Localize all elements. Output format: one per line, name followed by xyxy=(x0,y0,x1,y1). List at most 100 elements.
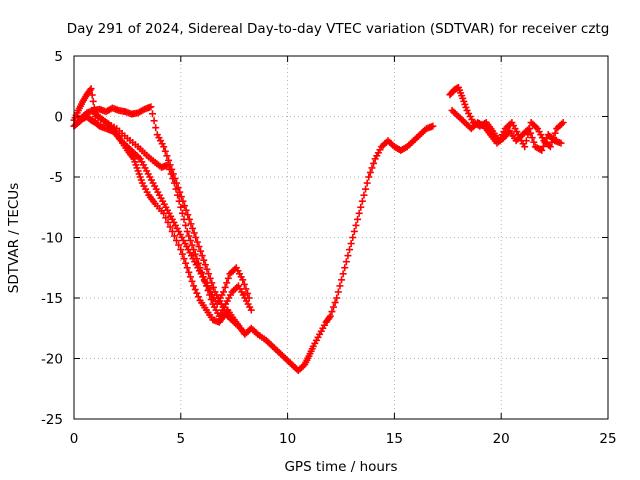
data-point-trace-b xyxy=(88,91,96,99)
x-tick-label: 5 xyxy=(177,431,186,447)
grid-lines xyxy=(74,56,608,419)
data-point-trace-a xyxy=(186,273,194,281)
data-point-trace-a xyxy=(344,252,352,260)
data-point-trace-a xyxy=(177,246,185,254)
data-point-trace-a xyxy=(194,293,202,301)
data-point-trace-a xyxy=(370,159,378,167)
data-point-trace-c xyxy=(197,247,205,255)
data-point-trace-a xyxy=(365,173,373,181)
data-point-trace-d xyxy=(180,215,188,223)
data-point-trace-d xyxy=(196,264,204,272)
x-tick-label: 10 xyxy=(279,431,296,447)
data-point-trace-c xyxy=(177,193,185,201)
data-point-trace-a xyxy=(354,215,362,223)
data-point-trace-b xyxy=(86,86,94,94)
data-point-trace-a xyxy=(182,259,190,267)
data-point-trace-d xyxy=(198,268,206,276)
data-point-trace-f xyxy=(528,134,536,142)
data-point-trace-c xyxy=(148,110,156,118)
data-point-trace-d xyxy=(190,246,198,254)
data-point-trace-a xyxy=(168,227,176,235)
data-point-trace-a xyxy=(352,221,360,229)
data-point-trace-b xyxy=(244,289,252,297)
data-point-trace-d xyxy=(185,232,193,240)
data-point-trace-f xyxy=(538,146,546,154)
data-point-trace-e xyxy=(521,143,529,151)
data-point-trace-d xyxy=(175,197,183,205)
data-point-trace-c xyxy=(193,238,201,246)
x-tick-label: 20 xyxy=(493,431,510,447)
data-point-trace-a xyxy=(185,268,193,276)
data-point-trace-a xyxy=(358,197,366,205)
data-point-trace-d xyxy=(183,227,191,235)
data-point-trace-d xyxy=(188,241,196,249)
data-point-trace-b xyxy=(87,85,95,93)
y-tick-label: -25 xyxy=(41,412,63,428)
data-point-trace-a xyxy=(342,258,350,266)
data-point-trace-b xyxy=(224,274,232,282)
plot-frame xyxy=(73,55,609,420)
data-point-trace-a xyxy=(360,191,368,199)
data-point-trace-a xyxy=(338,276,346,284)
data-point-trace-d xyxy=(191,250,199,258)
data-point-trace-c xyxy=(192,234,200,241)
chart-title: Day 291 of 2024, Sidereal Day-to-day VTE… xyxy=(67,21,610,37)
data-point-trace-a xyxy=(350,227,358,235)
data-point-trace-e xyxy=(546,143,554,151)
data-point-trace-c xyxy=(205,270,213,278)
data-point-trace-c xyxy=(163,152,171,160)
data-point-trace-c xyxy=(209,283,217,291)
x-axis-label: GPS time / hours xyxy=(284,459,397,475)
data-point-trace-a xyxy=(190,282,198,290)
data-point-trace-c xyxy=(200,256,208,264)
data-point-trace-a xyxy=(188,277,196,285)
data-point-trace-a xyxy=(175,241,183,249)
data-point-trace-a xyxy=(170,232,178,240)
data-point-trace-c xyxy=(181,202,189,210)
data-point-trace-a xyxy=(178,250,186,258)
data-point-trace-c xyxy=(187,220,195,228)
data-point-trace-d xyxy=(164,161,172,169)
data-point-trace-f xyxy=(525,125,533,133)
data-point-trace-f xyxy=(541,139,549,147)
data-point-trace-a xyxy=(336,282,344,290)
data-point-trace-a xyxy=(191,286,199,294)
data-point-trace-e xyxy=(559,119,567,127)
data-point-trace-a xyxy=(355,209,363,217)
data-point-trace-a xyxy=(429,122,437,130)
data-point-trace-e xyxy=(522,137,530,145)
data-point-trace-c xyxy=(182,206,190,214)
data-point-trace-f xyxy=(527,129,535,137)
data-point-trace-b xyxy=(223,279,231,287)
data-point-trace-a xyxy=(164,218,172,226)
data-point-trace-d xyxy=(186,237,194,245)
data-point-trace-d xyxy=(169,175,177,183)
data-point-trace-d xyxy=(167,170,175,178)
data-point-trace-a xyxy=(180,255,188,263)
data-point-trace-d xyxy=(172,185,180,193)
data-point-trace-a xyxy=(328,308,336,316)
data-point-trace-c xyxy=(184,211,192,219)
data-point-trace-b xyxy=(239,276,247,284)
data-point-trace-a xyxy=(362,185,370,193)
data-point-trace-b xyxy=(240,280,248,288)
data-point-trace-c xyxy=(198,252,206,260)
data-point-trace-c xyxy=(152,124,160,132)
data-point-trace-d xyxy=(177,203,185,211)
y-tick-label: -20 xyxy=(41,352,63,368)
data-point-trace-a xyxy=(341,264,349,272)
x-tick-label: 15 xyxy=(386,431,403,447)
axis-ticks: 0 5 10 15 20 25 5 0 -5 -10 -15 -20 -25 xyxy=(41,49,617,447)
data-point-trace-a xyxy=(166,223,174,231)
data-point-trace-d xyxy=(207,296,215,304)
data-point-trace-a xyxy=(346,246,354,254)
data-point-trace-a xyxy=(333,294,341,302)
data-point-trace-a xyxy=(330,303,338,311)
data-point-trace-c xyxy=(160,143,168,151)
data-point-trace-c xyxy=(206,274,214,282)
data-point-trace-d xyxy=(178,209,186,217)
data-point-trace-a xyxy=(325,314,333,322)
data-point-trace-b xyxy=(220,288,228,296)
data-point-trace-c xyxy=(237,324,245,332)
data-point-trace-d xyxy=(247,306,255,314)
